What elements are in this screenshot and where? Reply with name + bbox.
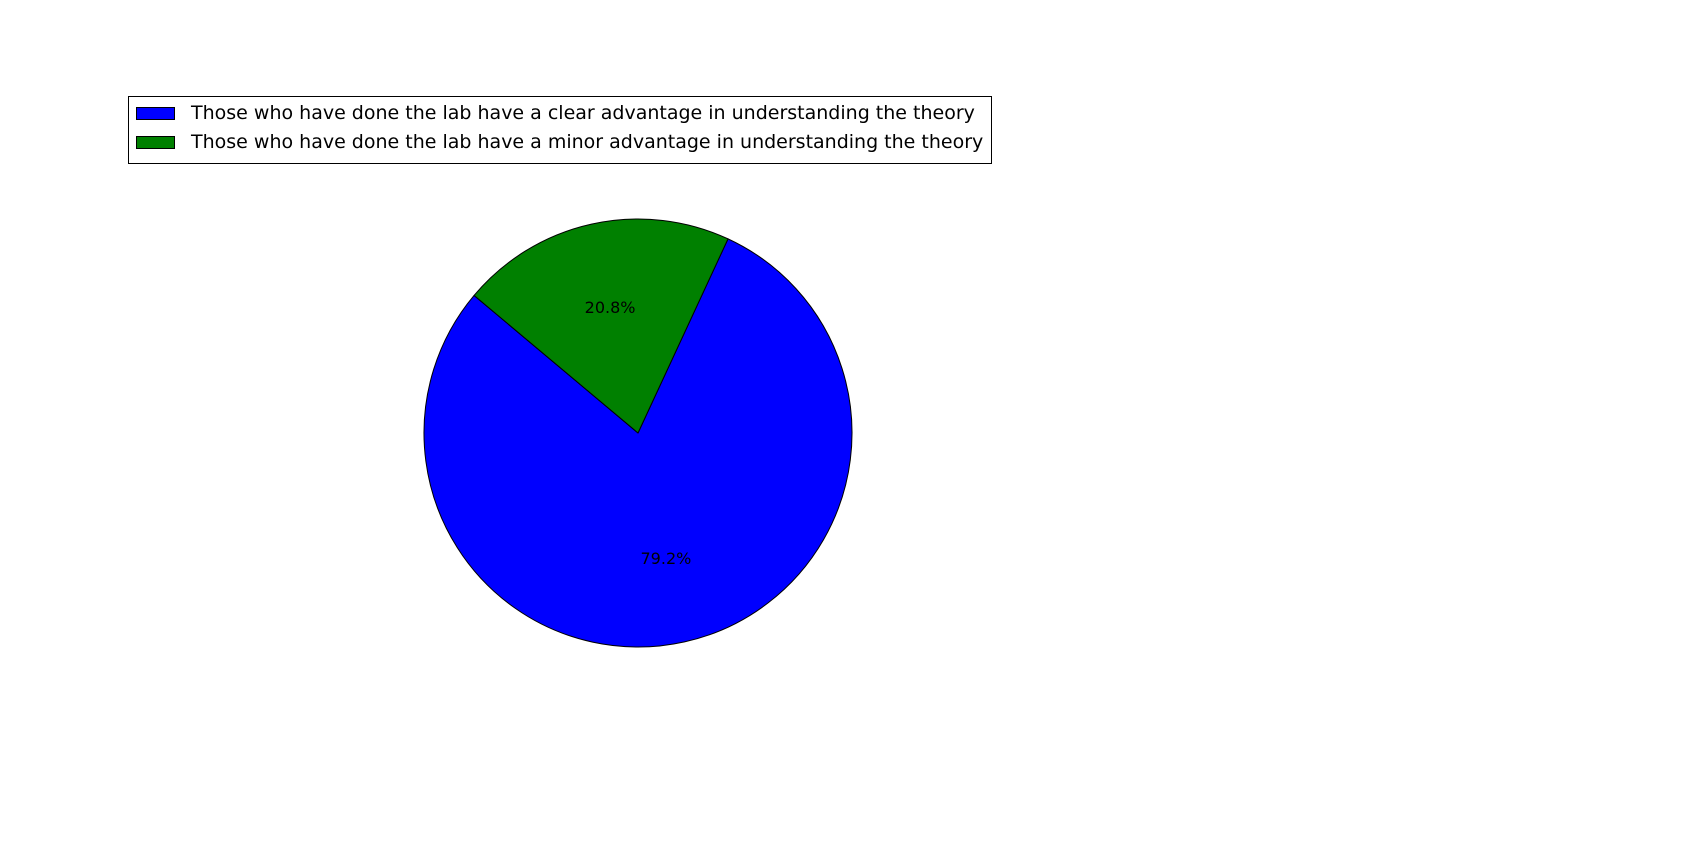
slice-label-minor-advantage: 20.8%	[585, 298, 636, 317]
pie-slice-minor-advantage	[473, 218, 729, 434]
legend-label-minor-advantage: Those who have done the lab have a minor…	[191, 131, 984, 153]
pie-slice-clear-advantage	[423, 238, 853, 648]
legend-swatch-minor-advantage	[136, 136, 175, 149]
legend-item-minor-advantage: Those who have done the lab have a minor…	[136, 128, 983, 157]
legend-item-clear-advantage: Those who have done the lab have a clear…	[136, 99, 983, 128]
legend-label-clear-advantage: Those who have done the lab have a clear…	[191, 102, 975, 124]
chart-legend: Those who have done the lab have a clear…	[128, 96, 993, 164]
legend-swatch-clear-advantage	[136, 107, 175, 120]
slice-label-clear-advantage: 79.2%	[641, 549, 692, 568]
